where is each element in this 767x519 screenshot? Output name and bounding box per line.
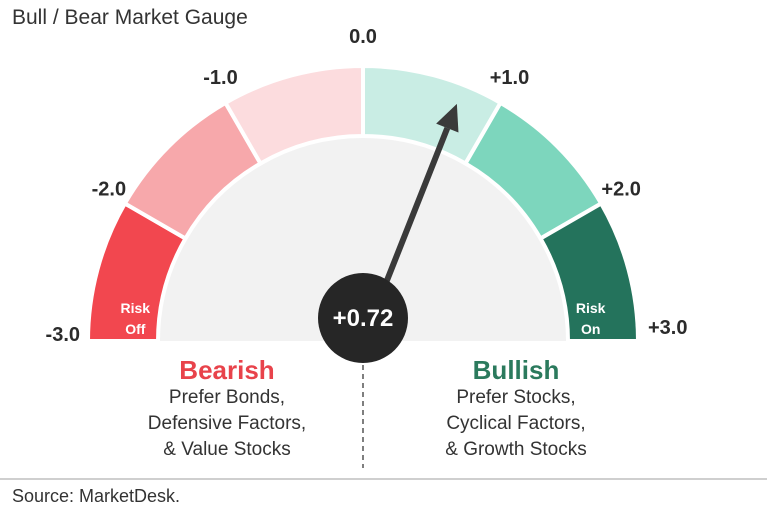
bearish-panel: Bearish Prefer Bonds, Defensive Factors,…: [107, 355, 347, 463]
tick-label: +2.0: [601, 179, 640, 201]
bearish-line: Defensive Factors,: [147, 413, 307, 434]
tick-label: -1.0: [203, 67, 237, 89]
risk-label: On: [581, 321, 600, 337]
bearish-line: Prefer Bonds,: [168, 387, 286, 408]
gauge-inner-disc: [158, 136, 568, 341]
tick-label: -3.0: [46, 324, 80, 346]
gauge-needle-head: [436, 103, 459, 133]
source-note: Source: MarketDesk.: [12, 486, 181, 506]
risk-label: Risk: [121, 300, 151, 316]
chart-title: Bull / Bear Market Gauge: [12, 6, 248, 29]
risk-label: Risk: [576, 300, 606, 316]
gauge-value-label: +0.72: [333, 305, 394, 332]
gauge-segment-5: [537, 200, 641, 343]
gauge-chart: Risk Off Risk On -3.0 -2.0 -1.0 0.0 +1.0 +2.0 +3.0…: [46, 26, 687, 468]
bearish-heading: Bearish: [179, 355, 275, 385]
gauge-hub: [318, 273, 408, 363]
bullish-line: & Growth Stocks: [445, 439, 587, 460]
bullish-line: Prefer Stocks,: [456, 387, 576, 408]
tick-label: -2.0: [92, 179, 126, 201]
bearish-line: & Value Stocks: [163, 439, 291, 460]
bullish-heading: Bullish: [472, 355, 560, 385]
risk-label: Off: [125, 321, 146, 337]
footer-divider: [0, 478, 767, 480]
bullish-panel: Bullish Prefer Stocks, Cyclical Factors,…: [396, 355, 636, 463]
tick-label: +1.0: [490, 67, 529, 89]
tick-label: +3.0: [648, 317, 687, 339]
bullish-line: Cyclical Factors,: [446, 413, 586, 434]
tick-label: 0.0: [349, 26, 377, 48]
